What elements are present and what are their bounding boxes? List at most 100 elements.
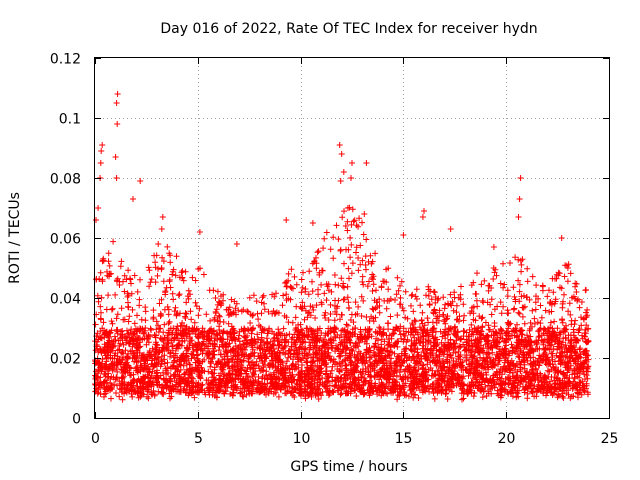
- data-point: [391, 366, 398, 373]
- data-point: [152, 279, 159, 286]
- data-point: [355, 335, 362, 342]
- data-point: [576, 326, 583, 332]
- data-point: [260, 364, 267, 370]
- data-point: [381, 384, 388, 391]
- data-point: [150, 307, 157, 314]
- data-point: [160, 338, 167, 345]
- data-point: [131, 387, 138, 394]
- data-point: [366, 278, 372, 285]
- data-point: [477, 354, 484, 361]
- data-point: [275, 363, 282, 370]
- data-point: [475, 385, 482, 392]
- data-point: [415, 395, 422, 401]
- data-point: [207, 363, 214, 370]
- data-point: [554, 375, 561, 382]
- data-point: [304, 332, 311, 339]
- data-point: [332, 334, 339, 341]
- data-point: [358, 293, 365, 300]
- data-point: [435, 295, 442, 302]
- data-point: [498, 310, 505, 317]
- data-point: [197, 375, 204, 382]
- data-point: [549, 325, 556, 332]
- data-point: [463, 336, 470, 343]
- data-point: [357, 331, 364, 338]
- data-point: [128, 372, 135, 379]
- data-point: [529, 273, 536, 280]
- data-point: [433, 347, 440, 354]
- data-point: [518, 378, 525, 385]
- data-point: [394, 274, 401, 281]
- data-point: [99, 258, 106, 265]
- data-point: [183, 366, 190, 373]
- data-point: [119, 337, 126, 344]
- data-point: [247, 320, 254, 326]
- data-point: [229, 356, 236, 363]
- data-point: [280, 375, 287, 382]
- data-point: [189, 351, 196, 358]
- data-point: [487, 357, 494, 364]
- data-point: [339, 348, 346, 354]
- data-point: [258, 334, 265, 341]
- data-point: [478, 336, 485, 343]
- data-point: [539, 282, 546, 289]
- data-point: [345, 304, 352, 311]
- data-point: [240, 393, 247, 400]
- data-point: [128, 290, 135, 297]
- data-point: [325, 317, 332, 323]
- data-point: [298, 388, 305, 395]
- data-point: [398, 278, 405, 285]
- data-point: [113, 315, 120, 322]
- data-point: [370, 318, 377, 325]
- data-point: [214, 288, 221, 295]
- data-point: [585, 391, 591, 398]
- data-point: [293, 303, 300, 310]
- data-point: [571, 371, 578, 378]
- data-point: [410, 326, 417, 333]
- data-point: [325, 389, 332, 396]
- data-point: [166, 383, 173, 390]
- data-point: [169, 271, 176, 278]
- data-point: [369, 388, 376, 395]
- data-point: [236, 342, 243, 349]
- data-point: [130, 330, 136, 337]
- data-point: [151, 391, 158, 398]
- data-point: [148, 352, 155, 358]
- data-point: [269, 291, 276, 298]
- data-point: [401, 382, 408, 389]
- data-point: [532, 299, 539, 306]
- data-point: [353, 364, 359, 371]
- data-point: [418, 326, 425, 333]
- data-point: [155, 322, 161, 329]
- data-point: [304, 352, 311, 359]
- data-point: [190, 342, 197, 349]
- data-points: [92, 91, 592, 403]
- data-point: [142, 304, 149, 311]
- data-point: [348, 311, 355, 318]
- data-point: [114, 311, 121, 318]
- data-point: [179, 319, 186, 326]
- data-point: [146, 369, 153, 376]
- data-point: [447, 376, 453, 383]
- data-point: [454, 316, 461, 323]
- data-point: [174, 323, 181, 330]
- data-point: [436, 307, 443, 314]
- data-point: [562, 327, 569, 333]
- data-point: [270, 342, 277, 349]
- data-point: [337, 363, 344, 370]
- data-point: [300, 354, 306, 361]
- data-point: [105, 385, 112, 392]
- data-point: [332, 348, 339, 355]
- data-point: [459, 396, 465, 403]
- data-point: [278, 370, 285, 377]
- data-point: [129, 306, 136, 313]
- data-point: [490, 276, 497, 282]
- data-point: [559, 393, 566, 400]
- data-point: [323, 339, 330, 346]
- data-point: [283, 358, 290, 365]
- data-point: [311, 258, 317, 265]
- data-point: [541, 385, 547, 392]
- data-point: [446, 387, 453, 394]
- data-point: [348, 359, 355, 366]
- data-point: [497, 386, 504, 393]
- data-point: [134, 369, 141, 376]
